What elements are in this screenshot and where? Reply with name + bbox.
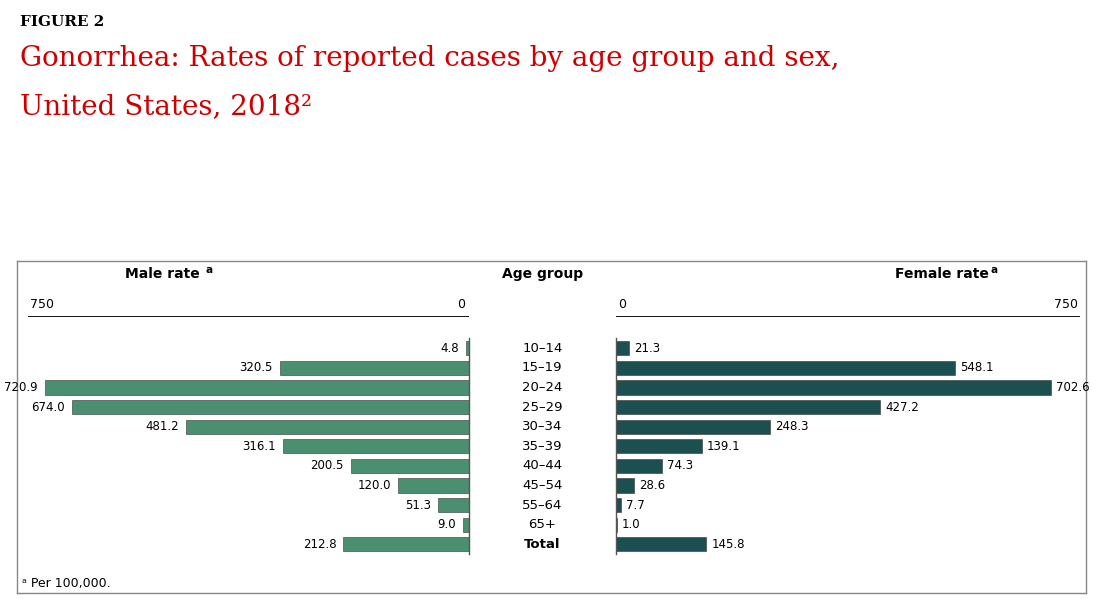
Text: 0: 0 [458,298,465,311]
Text: 15–19: 15–19 [522,361,562,374]
Text: Female rate: Female rate [894,267,989,280]
Text: 320.5: 320.5 [240,361,273,374]
Text: 20–24: 20–24 [522,381,562,394]
Text: 120.0: 120.0 [358,479,390,492]
Text: 35–39: 35–39 [522,440,562,453]
Text: 51.3: 51.3 [406,498,431,512]
Bar [616,459,662,473]
Text: 1.0: 1.0 [621,518,640,531]
Bar [616,419,770,434]
Text: 212.8: 212.8 [302,538,337,550]
Text: a: a [206,265,213,276]
Text: 7.7: 7.7 [626,498,645,512]
Text: 427.2: 427.2 [886,401,920,413]
Text: 139.1: 139.1 [707,440,740,453]
Text: 750: 750 [30,298,54,311]
Text: 28.6: 28.6 [639,479,664,492]
Bar [465,341,469,355]
Text: a: a [990,265,998,276]
Text: 200.5: 200.5 [310,459,343,473]
Text: Age group: Age group [502,267,583,280]
Bar [343,537,469,551]
Text: 65+: 65+ [528,518,557,531]
Text: 74.3: 74.3 [667,459,693,473]
Bar [616,380,1050,395]
Text: 248.3: 248.3 [774,420,808,433]
Bar [616,361,955,375]
Text: 21.3: 21.3 [634,342,660,355]
Text: FIGURE 2: FIGURE 2 [20,15,104,29]
Bar [351,459,469,473]
Bar [280,361,469,375]
Text: 4.8: 4.8 [440,342,459,355]
Bar [616,341,629,355]
Bar [616,537,706,551]
Text: 702.6: 702.6 [1056,381,1089,394]
Text: 9.0: 9.0 [438,518,456,531]
Text: United States, 2018²: United States, 2018² [20,93,312,120]
Text: 10–14: 10–14 [522,342,562,355]
Text: 674.0: 674.0 [32,401,65,413]
Text: 25–29: 25–29 [522,401,562,413]
Bar [439,498,469,512]
Bar [73,400,469,414]
Bar [616,479,634,492]
Text: 316.1: 316.1 [242,440,276,453]
Text: 548.1: 548.1 [960,361,993,374]
Text: 750: 750 [1054,298,1078,311]
Text: 145.8: 145.8 [712,538,745,550]
Text: Total: Total [524,538,561,550]
Bar [283,439,469,453]
Text: ᵃ Per 100,000.: ᵃ Per 100,000. [22,577,111,590]
Bar [616,498,620,512]
Bar [616,400,880,414]
Bar [616,439,702,453]
Text: 720.9: 720.9 [4,381,37,394]
Text: 45–54: 45–54 [522,479,562,492]
Bar [45,380,469,395]
Text: 481.2: 481.2 [145,420,178,433]
Bar [398,479,469,492]
Bar [186,419,469,434]
Text: 55–64: 55–64 [522,498,562,512]
Bar [463,518,469,532]
Text: 0: 0 [618,298,626,311]
Text: 30–34: 30–34 [522,420,562,433]
Text: Gonorrhea: Rates of reported cases by age group and sex,: Gonorrhea: Rates of reported cases by ag… [20,45,839,72]
Text: 40–44: 40–44 [522,459,562,473]
Text: Male rate: Male rate [124,267,199,280]
